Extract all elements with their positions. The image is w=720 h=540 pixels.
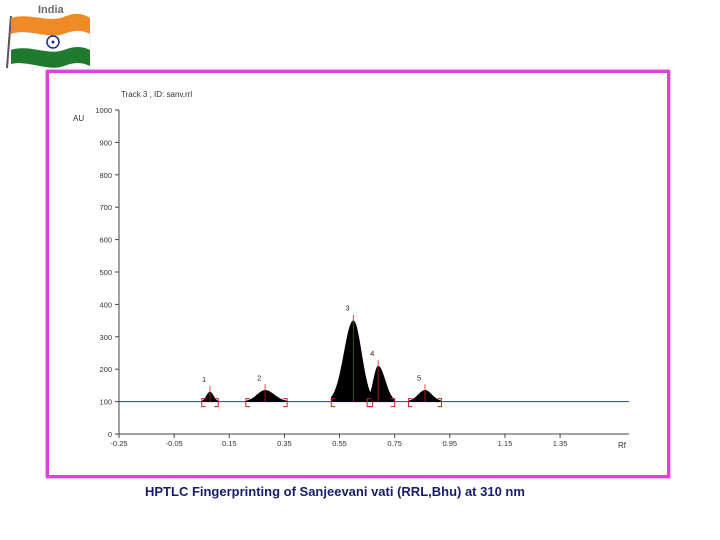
y-axis-label: AU — [73, 114, 84, 123]
peak-1-end-bracket — [214, 398, 219, 408]
axes: 0 100 200 300 400 500 600 700 800 900 1000 -0.25 -0.… — [95, 106, 629, 448]
peak-4-start-bracket — [366, 398, 372, 408]
y-tick-label: 0 — [108, 430, 112, 439]
x-tick-label: -0.05 — [166, 439, 183, 448]
y-tick-label: 600 — [99, 236, 112, 245]
y-tick-label: 400 — [99, 300, 112, 309]
x-tick-label: 0.55 — [332, 439, 347, 448]
y-tick-label: 800 — [99, 171, 112, 180]
peak-4-label: 4 — [370, 349, 374, 358]
hptlc-chromatogram: Track 3 , ID: sanv,rrl AU Rf 0 100 200 300 4… — [73, 90, 629, 450]
x-tick-label: 0.35 — [277, 439, 292, 448]
india-flag: India — [4, 2, 94, 70]
y-tick-label: 700 — [99, 203, 112, 212]
peak-1-start-bracket — [201, 398, 206, 408]
peak-4 — [366, 365, 395, 402]
country-label: India — [38, 4, 64, 16]
y-tick-label: 500 — [99, 268, 112, 277]
x-tick-label: 1.15 — [498, 439, 513, 448]
x-tick-label: 0.15 — [222, 439, 237, 448]
peak-2-start-bracket — [245, 398, 250, 408]
peak-2-end-bracket — [283, 398, 288, 408]
peak-3-label: 3 — [345, 304, 349, 313]
x-tick-label: 0.75 — [387, 439, 402, 448]
peak-1-label: 1 — [202, 375, 206, 384]
x-tick-label: 1.35 — [553, 439, 568, 448]
y-tick-label: 100 — [99, 398, 112, 407]
peak-5-start-bracket — [407, 398, 413, 408]
peak-2-label: 2 — [257, 373, 261, 382]
figure-caption: HPTLC Fingerprinting of Sanjeevani vati … — [145, 484, 525, 499]
peak-marks: 1 2 3 4 5 — [119, 304, 629, 408]
peak-5-label: 5 — [417, 373, 421, 382]
peak-4-end-bracket — [390, 398, 396, 408]
peak-2 — [245, 390, 288, 402]
x-tick-label: 0.95 — [443, 439, 458, 448]
chart-title: Track 3 , ID: sanv,rrl — [121, 90, 192, 99]
x-tick-label: -0.25 — [110, 439, 127, 448]
y-tick-label: 200 — [99, 365, 112, 374]
y-tick-label: 900 — [99, 138, 112, 147]
x-axis-label: Rf — [618, 441, 627, 450]
flag-icon — [6, 13, 91, 69]
chart-frame: Track 3 , ID: sanv,rrl AU Rf 0 100 200 300 4… — [46, 70, 670, 478]
peak-3 — [331, 320, 373, 402]
peak-5-end-bracket — [437, 398, 443, 408]
y-tick-label: 300 — [99, 333, 112, 342]
y-tick-label: 1000 — [95, 106, 112, 115]
peak-3-start-bracket — [330, 398, 336, 408]
